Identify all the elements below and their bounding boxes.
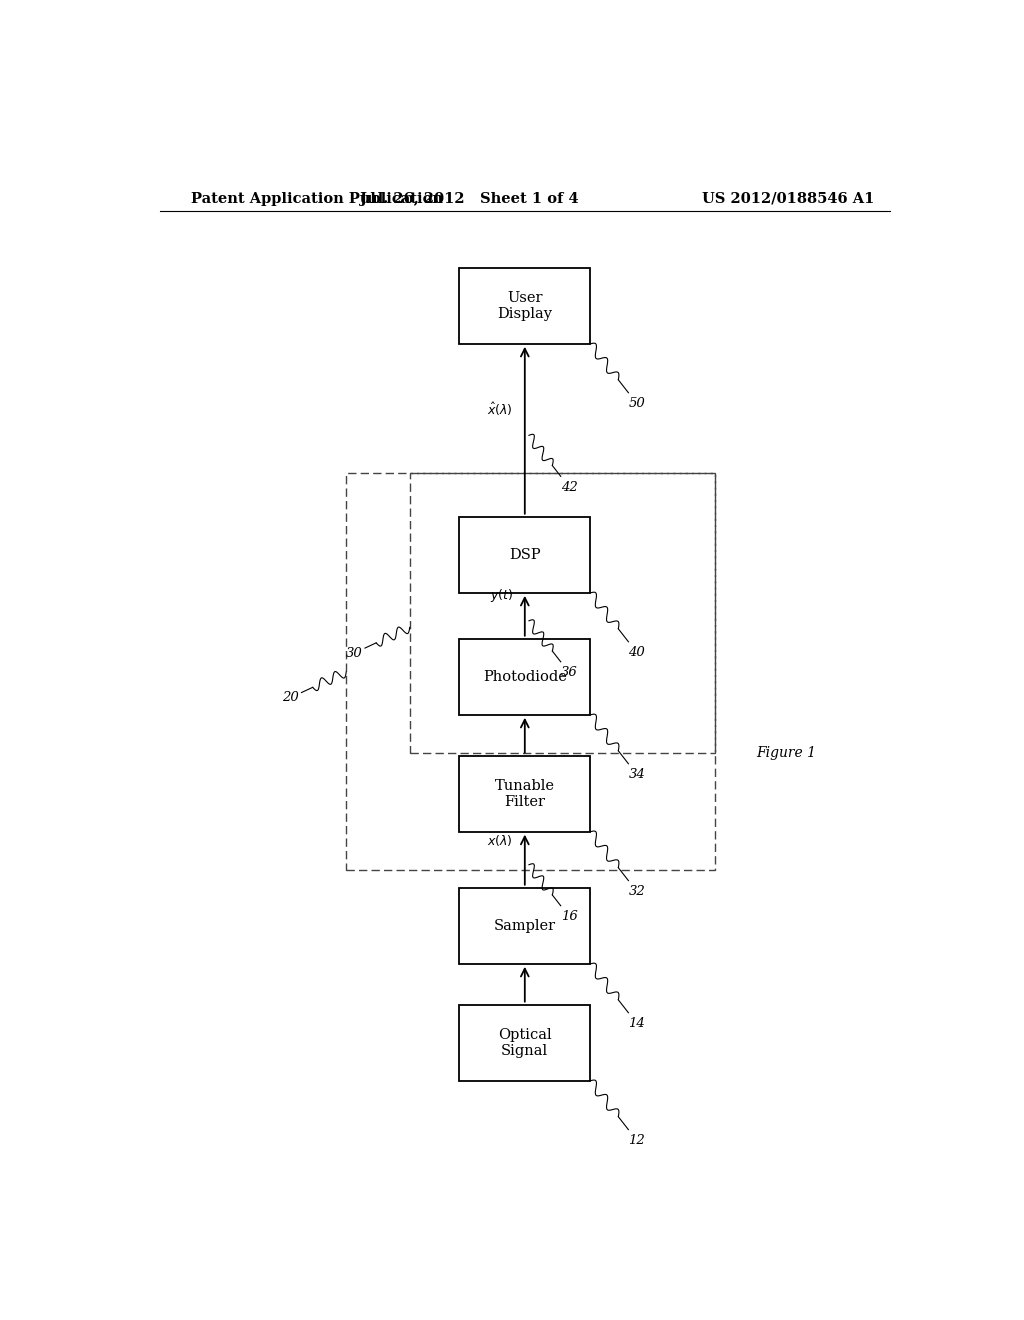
Bar xyxy=(460,755,590,832)
Text: $x(\lambda)$: $x(\lambda)$ xyxy=(487,833,513,847)
Text: Optical
Signal: Optical Signal xyxy=(498,1027,552,1057)
Text: 34: 34 xyxy=(629,768,645,781)
Bar xyxy=(346,474,715,870)
Text: 14: 14 xyxy=(629,1016,645,1030)
Text: 40: 40 xyxy=(629,645,645,659)
Bar xyxy=(460,639,590,715)
Text: 12: 12 xyxy=(629,1134,645,1147)
Text: User
Display: User Display xyxy=(498,290,552,321)
Text: Sampler: Sampler xyxy=(494,919,556,933)
Text: Figure 1: Figure 1 xyxy=(757,746,817,760)
Bar xyxy=(460,1005,590,1081)
Text: Jul. 26, 2012   Sheet 1 of 4: Jul. 26, 2012 Sheet 1 of 4 xyxy=(359,191,579,206)
Text: $y(t)$: $y(t)$ xyxy=(489,586,513,603)
Bar xyxy=(410,474,715,752)
Bar xyxy=(460,516,590,593)
Text: 20: 20 xyxy=(282,692,299,705)
Text: DSP: DSP xyxy=(509,548,541,562)
Bar xyxy=(460,887,590,964)
Text: Patent Application Publication: Patent Application Publication xyxy=(191,191,443,206)
Text: 30: 30 xyxy=(345,647,362,660)
Text: 36: 36 xyxy=(561,667,578,678)
Text: Photodiode: Photodiode xyxy=(483,669,566,684)
Text: $\hat{x}(\lambda)$: $\hat{x}(\lambda)$ xyxy=(487,401,513,418)
Text: Tunable
Filter: Tunable Filter xyxy=(495,779,555,809)
Text: 42: 42 xyxy=(561,480,578,494)
Text: US 2012/0188546 A1: US 2012/0188546 A1 xyxy=(701,191,873,206)
Text: 16: 16 xyxy=(561,909,578,923)
Bar xyxy=(460,268,590,345)
Text: 32: 32 xyxy=(629,884,645,898)
Text: 50: 50 xyxy=(629,397,645,411)
